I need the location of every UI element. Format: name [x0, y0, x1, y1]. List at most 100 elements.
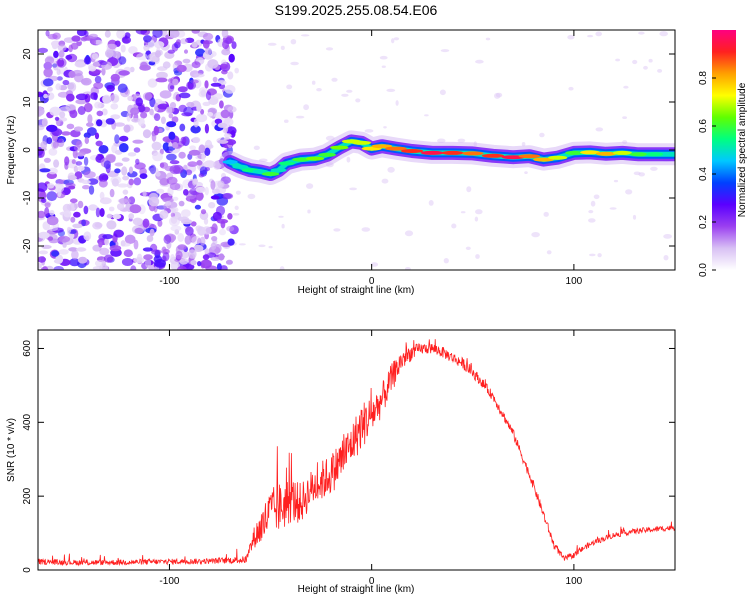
noise-blob — [124, 234, 136, 244]
noise-blob — [316, 88, 322, 92]
noise-blob — [86, 122, 94, 127]
ridge-peak — [222, 160, 238, 164]
noise-blob — [154, 102, 159, 112]
noise-blob — [177, 244, 187, 251]
noise-blob — [177, 86, 188, 93]
noise-blob — [149, 228, 155, 237]
noise-blob — [70, 216, 76, 223]
noise-blob — [307, 209, 311, 214]
noise-blob — [143, 254, 153, 261]
noise-blob — [94, 101, 102, 109]
noise-blob — [68, 44, 73, 53]
noise-blob — [364, 129, 374, 133]
noise-blob — [235, 190, 241, 195]
noise-blob — [225, 259, 233, 265]
noise-blob — [142, 218, 150, 228]
noise-blob — [58, 117, 68, 122]
noise-blob — [157, 103, 170, 110]
noise-blob — [219, 100, 224, 109]
noise-blob — [94, 259, 105, 267]
noise-blob — [47, 33, 58, 40]
noise-blob — [192, 136, 201, 144]
noise-blob — [290, 61, 299, 66]
y-tick-label: 200 — [22, 487, 33, 504]
noise-blob — [90, 92, 98, 100]
noise-blob — [217, 180, 225, 189]
noise-blob — [110, 176, 122, 184]
colorbar-ticks: 0.0 0.2 0.4 0.6 0.8 — [698, 71, 716, 277]
top-y-axis-label: Frequency (Hz) — [6, 116, 17, 185]
noise-blob — [190, 260, 197, 266]
noise-blob — [152, 30, 163, 38]
noise-blob — [189, 145, 197, 150]
noise-blob — [117, 183, 129, 188]
noise-blob — [588, 218, 596, 223]
noise-blob — [180, 250, 190, 259]
noise-blob — [53, 266, 65, 270]
noise-blob — [77, 165, 85, 172]
noise-blob — [113, 229, 124, 238]
noise-blob — [84, 136, 90, 145]
noise-blob — [44, 56, 55, 65]
noise-blob — [140, 111, 148, 119]
noise-blob — [114, 134, 120, 144]
noise-blob — [65, 104, 77, 111]
noise-blob — [161, 246, 167, 255]
noise-blob — [475, 209, 483, 215]
noise-blob — [114, 168, 121, 174]
noise-blob — [172, 142, 179, 149]
noise-blob — [227, 213, 233, 220]
noise-blob — [172, 78, 179, 86]
noise-blob — [137, 105, 146, 113]
noise-blob — [222, 192, 234, 200]
noise-blob — [387, 166, 395, 173]
noise-blob — [128, 46, 138, 55]
noise-blob — [57, 44, 67, 52]
noise-blob — [524, 171, 528, 175]
noise-blob — [77, 106, 86, 115]
noise-blob — [215, 205, 226, 216]
noise-blob — [94, 132, 100, 140]
noise-blob — [597, 253, 602, 258]
noise-blob — [311, 80, 316, 85]
noise-blob — [178, 151, 186, 159]
x-tick-label: -100 — [159, 276, 179, 287]
noise-blob — [180, 38, 188, 45]
noise-blob — [167, 30, 180, 38]
noise-blob — [221, 48, 231, 56]
noise-blob — [200, 259, 212, 269]
noise-blob — [181, 209, 191, 218]
noise-blob — [46, 216, 59, 226]
ridge-peak — [400, 149, 424, 153]
noise-blob — [106, 213, 113, 219]
noise-blob — [404, 230, 414, 237]
noise-blob — [81, 179, 91, 185]
noise-blob — [130, 107, 140, 115]
noise-blob — [96, 119, 103, 127]
noise-blob — [176, 64, 187, 73]
noise-blob — [128, 213, 135, 220]
chart-title: S199.2025.255.08.54.E06 — [275, 2, 438, 18]
noise-blob — [116, 30, 126, 39]
noise-blob — [219, 63, 228, 70]
noise-blob — [225, 37, 233, 45]
noise-blob — [77, 256, 88, 264]
noise-blob — [187, 161, 198, 167]
noise-blob — [91, 53, 99, 60]
noise-blob — [132, 217, 143, 226]
noise-blob — [386, 88, 396, 92]
ridge-peak — [518, 154, 541, 159]
noise-blob — [98, 145, 109, 154]
noise-blob — [40, 141, 47, 150]
noise-blob — [98, 241, 103, 248]
noise-blob — [638, 31, 645, 35]
noise-blob — [595, 31, 602, 37]
noise-blob — [156, 71, 168, 79]
ridge-peak — [580, 150, 601, 155]
ridge-peak — [548, 155, 568, 160]
snr-series-line — [38, 339, 675, 567]
noise-blob — [205, 91, 212, 101]
noise-blob — [156, 188, 165, 194]
bottom-y-axis-label: SNR (10 * v/v) — [6, 418, 17, 482]
noise-blob — [43, 67, 53, 78]
